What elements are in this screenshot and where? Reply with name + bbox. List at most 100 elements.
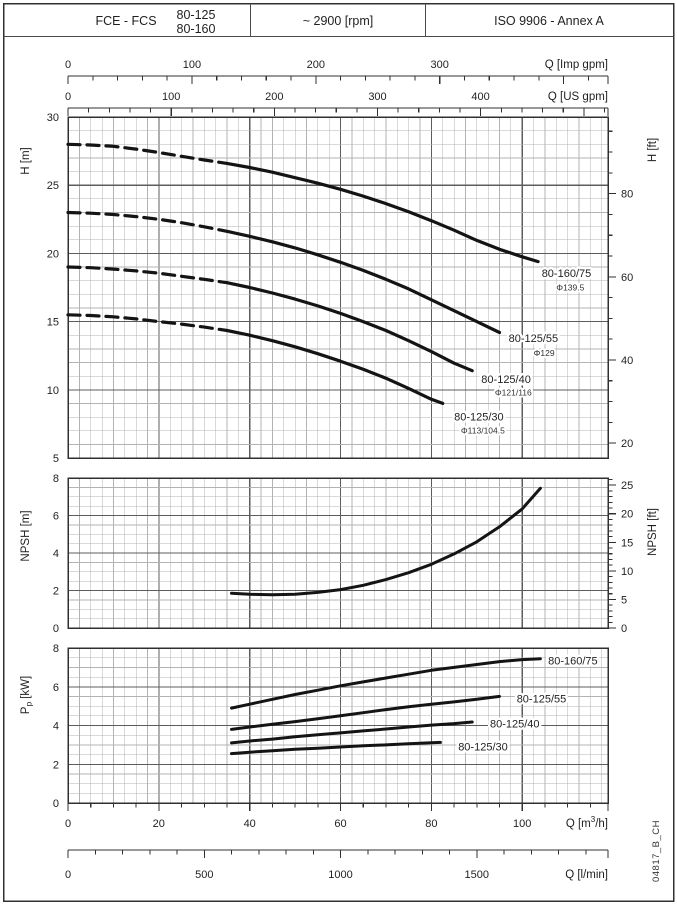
curve-80-125-40 [230, 720, 474, 745]
ruler-tick-label: 500 [195, 869, 213, 881]
right-tick-label: 80 [621, 189, 633, 201]
curve-80-125-55-dashed [66, 210, 234, 234]
m3h-title-post: /h] [595, 818, 608, 830]
left-tick-label: 25 [47, 180, 59, 192]
product-family: FCE - FCS [95, 14, 156, 28]
ruler-tick-label: 1500 [465, 869, 489, 881]
us-gpm-axis-title: Q [US gpm] [548, 91, 608, 103]
head-m-axis-title: H [m] [20, 147, 32, 174]
left-tick-label: 2 [53, 586, 59, 598]
left-tick-label: 8 [53, 473, 59, 485]
curve-80-160-75 [230, 657, 542, 710]
curve-name-label: 80-160/75 [548, 656, 598, 668]
impeller-diameter-label: Φ129 [534, 348, 555, 358]
right-tick-label: 40 [621, 355, 633, 367]
document-code: 04817_B_CH [651, 820, 662, 882]
right-tick-label: 60 [621, 272, 633, 284]
curve-80-125-55 [230, 694, 501, 731]
curve-80-125-30-dashed [66, 313, 229, 333]
curve-80-125-40-dashed [66, 265, 229, 285]
curve-name-label: 80-125/40 [490, 719, 540, 731]
curve-name-label: 80-125/30 [454, 411, 504, 423]
left-tick-label: 6 [53, 511, 59, 523]
ruler-tick-label: 400 [471, 91, 489, 103]
right-tick-label: 10 [621, 566, 633, 578]
power-title-unit: [kW] [20, 676, 32, 699]
left-tick-label: 10 [47, 385, 59, 397]
ruler-tick-label: 100 [162, 91, 180, 103]
test-standard: ISO 9906 - Annex A [494, 14, 604, 28]
impeller-diameter-label: Φ121/116 [495, 388, 532, 398]
left-tick-label: 6 [53, 682, 59, 694]
ruler-tick-label: 1000 [328, 869, 352, 881]
plot-frame [67, 647, 609, 804]
curve-80-160-75-dashed [66, 142, 229, 165]
plot-frame [67, 116, 609, 459]
m3h-title-superscript: 3 [591, 815, 596, 824]
left-tick-label: 0 [53, 798, 59, 810]
right-tick-label: 25 [621, 480, 633, 492]
left-tick-label: 15 [47, 317, 59, 329]
chart-head-flow: 30 25 20 15 10 5 20 40 60 80 80-160/75 Φ139.5 80-125… [47, 112, 634, 465]
right-tick-label: 20 [621, 438, 633, 450]
curve-name-label: 80-125/55 [509, 333, 559, 345]
curve-80-125-30 [230, 740, 442, 756]
m3h-title-pre: Q [m [566, 818, 591, 830]
ruler-tick-label: 0 [65, 59, 71, 71]
right-tick-label: 15 [621, 537, 633, 549]
curve-80-125-30 [225, 328, 445, 405]
ruler-tick-label: 200 [265, 91, 283, 103]
bottom-axis-lmin: Q [l/min] 0 500 1000 1500 [65, 849, 609, 881]
ruler-tick-label: 300 [431, 59, 449, 71]
left-tick-label: 20 [47, 248, 59, 260]
ruler-tick-label: 100 [513, 818, 531, 830]
header-table: FCE - FCS 80-125 80-160 ~ 2900 [rpm] ISO… [3, 3, 674, 38]
ruler-tick-label: 80 [425, 818, 437, 830]
left-tick-label: 4 [53, 548, 59, 560]
power-axis-title: Pp [kW] [20, 676, 34, 714]
left-tick-label: 8 [53, 643, 59, 655]
ruler-tick-label: 20 [153, 818, 165, 830]
ruler-tick-label: 40 [244, 818, 256, 830]
curve-name-label: 80-125/40 [481, 374, 531, 386]
impeller-diameter-label: Φ113/104.5 [461, 426, 505, 436]
pump-size-bottom: 80-160 [177, 22, 216, 36]
ruler-tick-label: 0 [65, 91, 71, 103]
curve-80-160-75 [225, 161, 540, 264]
left-tick-label: 0 [53, 623, 59, 635]
left-tick-label: 4 [53, 721, 59, 733]
ruler-tick-label: 0 [65, 818, 71, 830]
curve-name-label: 80-125/55 [517, 693, 567, 705]
chart-power: 8 6 4 2 0 80-160/75 80-125/55 80-125/40 80-125/3… [53, 643, 609, 810]
left-tick-label: 5 [53, 453, 59, 465]
top-axis-us-gpm: Q [US gpm] 0 100 200 300 400 [65, 91, 609, 116]
right-tick-label: 5 [621, 594, 627, 606]
left-tick-label: 30 [47, 112, 59, 124]
curve-npsh [230, 486, 542, 597]
npsh-m-axis-title: NPSH [m] [20, 510, 32, 561]
pump-size-top: 80-125 [177, 8, 216, 22]
ruler-tick-label: 300 [368, 91, 386, 103]
right-tick-label: 20 [621, 509, 633, 521]
lmin-axis-title: Q [l/min] [565, 869, 608, 881]
head-ft-axis-title: H [ft] [647, 138, 659, 162]
npsh-ft-axis-title: NPSH [ft] [647, 508, 659, 556]
right-tick-label: 0 [621, 623, 627, 635]
ruler-tick-label: 0 [65, 869, 71, 881]
rated-speed: ~ 2900 [rpm] [303, 14, 374, 28]
power-title-main: P [20, 706, 32, 714]
ruler-tick-label: 200 [307, 59, 325, 71]
m3h-axis-title: Q [m3/h] [566, 815, 608, 830]
curve-80-125-55 [229, 230, 502, 335]
imp-gpm-axis-title: Q [Imp gpm] [545, 59, 608, 71]
left-tick-label: 2 [53, 759, 59, 771]
bottom-axis-m3h: Q [m3/h] 0 20 40 60 80 100 [65, 803, 609, 830]
curve-name-label: 80-160/75 [542, 268, 592, 280]
curve-80-125-40 [225, 281, 474, 373]
curve-name-label: 80-125/30 [458, 741, 508, 753]
plot-frame [67, 477, 609, 629]
power-title-subscript: p [24, 702, 34, 707]
